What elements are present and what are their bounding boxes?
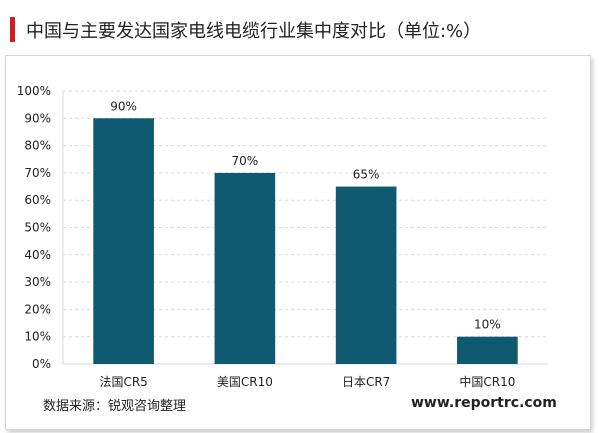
title-accent-bar xyxy=(10,17,15,42)
y-tick-label: 60% xyxy=(24,193,51,207)
y-tick-label: 20% xyxy=(24,302,51,316)
source-note: 数据来源：锐观咨询整理 xyxy=(43,399,187,414)
y-tick-label: 40% xyxy=(24,248,51,262)
website-label: www.reportrc.com xyxy=(411,395,557,411)
x-tick-label: 美国CR10 xyxy=(217,375,273,389)
bar xyxy=(335,186,397,364)
bar xyxy=(457,336,518,364)
y-tick-label: 10% xyxy=(24,330,51,344)
data-label: 90% xyxy=(110,99,137,113)
y-tick-label: 80% xyxy=(24,139,51,153)
data-label: 70% xyxy=(232,154,259,168)
y-tick-label: 30% xyxy=(24,275,51,289)
y-tick-label: 50% xyxy=(24,221,51,235)
x-tick-label: 日本CR7 xyxy=(342,375,390,389)
y-tick-label: 90% xyxy=(24,111,51,125)
chart-title: 中国与主要发达国家电线电缆行业集中度对比（单位:%） xyxy=(26,21,482,42)
bar xyxy=(214,172,276,364)
chart-header: 中国与主要发达国家电线电缆行业集中度对比（单位:%） xyxy=(0,0,600,54)
y-tick-label: 100% xyxy=(17,84,51,98)
bar xyxy=(93,118,154,364)
data-label: 10% xyxy=(474,318,501,332)
x-tick-label: 法国CR5 xyxy=(99,375,147,389)
x-tick-label: 中国CR10 xyxy=(459,374,515,389)
y-tick-label: 70% xyxy=(24,166,51,180)
data-label: 65% xyxy=(353,168,380,182)
y-tick-label: 0% xyxy=(32,357,51,371)
